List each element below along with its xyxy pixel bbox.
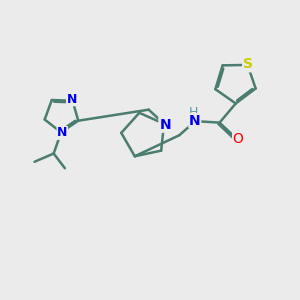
Text: N: N bbox=[189, 114, 201, 128]
Text: H: H bbox=[188, 106, 198, 119]
Text: N: N bbox=[159, 118, 171, 132]
Text: O: O bbox=[233, 132, 244, 146]
Text: N: N bbox=[57, 126, 68, 140]
Text: S: S bbox=[243, 57, 253, 71]
Text: N: N bbox=[67, 93, 77, 106]
